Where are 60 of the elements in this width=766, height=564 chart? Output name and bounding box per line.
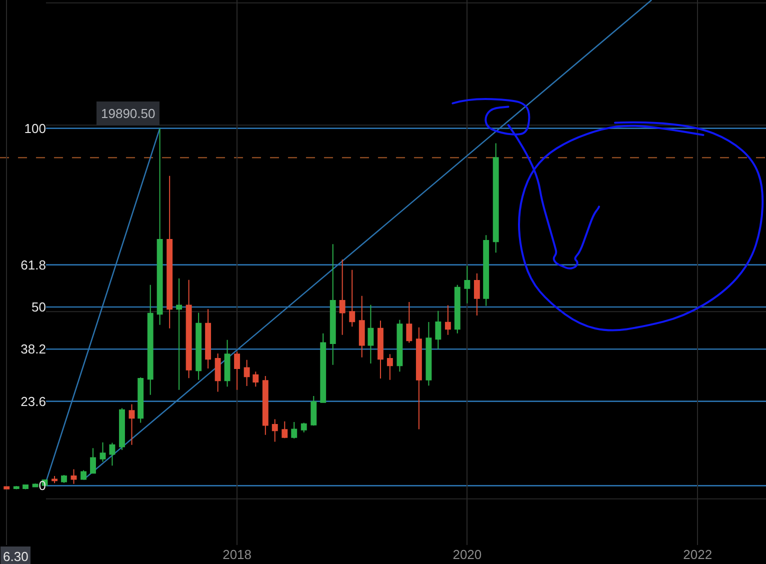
candlestick xyxy=(378,320,384,379)
candlestick xyxy=(272,418,278,442)
candlestick xyxy=(147,284,154,396)
candlestick xyxy=(186,279,192,379)
candlestick xyxy=(138,376,144,424)
candlestick xyxy=(320,332,326,404)
candlestick xyxy=(205,308,212,369)
candlestick xyxy=(52,476,58,484)
candlestick xyxy=(492,142,499,254)
candlestick xyxy=(282,420,288,439)
candlestick xyxy=(416,326,422,430)
candlestick xyxy=(291,422,298,439)
candlestick xyxy=(22,484,28,490)
y-tick-label: 38.2 xyxy=(20,342,46,357)
candlestick xyxy=(80,470,87,480)
x-tick-label: 2018 xyxy=(222,547,252,562)
candlestick xyxy=(474,272,480,316)
candlestick xyxy=(339,258,346,336)
y-tick-label: 23.6 xyxy=(20,394,46,409)
y-tick-label: 50 xyxy=(31,300,46,315)
candlestick xyxy=(166,175,173,329)
y-tick-label: 100 xyxy=(24,120,46,136)
text: 6.30 xyxy=(3,549,28,564)
candlestick xyxy=(196,312,202,380)
candlestick xyxy=(310,395,317,426)
candlestick xyxy=(483,234,490,306)
candlestick xyxy=(70,468,77,484)
candlestick xyxy=(128,404,135,446)
candlestick xyxy=(358,295,365,358)
candlestick xyxy=(156,128,163,326)
candlestick xyxy=(386,354,393,380)
candlestick xyxy=(234,351,240,390)
candlestick xyxy=(90,448,96,474)
x-tick-label: 2020 xyxy=(452,547,482,562)
candlestick xyxy=(100,442,106,462)
candlestick xyxy=(214,352,221,392)
candlestick xyxy=(349,269,356,328)
candlestick xyxy=(454,284,460,334)
candlestick xyxy=(396,319,403,372)
x-tick-label: 2022 xyxy=(683,547,712,562)
annotation: 19890.50 xyxy=(101,106,156,121)
candlestick xyxy=(464,265,470,304)
candlestick xyxy=(330,244,336,366)
candlestick xyxy=(61,474,67,484)
candlestick xyxy=(300,422,307,433)
y-tick-label: 61.8 xyxy=(20,257,46,272)
candlestick xyxy=(252,371,259,388)
candlestick xyxy=(109,442,116,466)
candlestick xyxy=(244,359,250,386)
candlestick xyxy=(444,304,451,336)
candlestick xyxy=(176,278,182,390)
candlestick xyxy=(32,483,38,488)
candlestick xyxy=(368,304,374,364)
candlestick xyxy=(426,322,432,386)
candlestick xyxy=(435,310,442,350)
y-tick-label: 0 xyxy=(38,478,46,494)
candlestick xyxy=(406,301,412,344)
candlestick xyxy=(224,339,230,388)
candlestick xyxy=(119,408,125,450)
candlestick xyxy=(262,375,268,436)
